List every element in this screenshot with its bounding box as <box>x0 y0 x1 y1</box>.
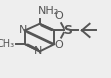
Text: N: N <box>19 25 28 35</box>
Text: N: N <box>34 46 42 56</box>
Text: O: O <box>54 11 63 21</box>
Text: NH₂: NH₂ <box>38 6 59 16</box>
Text: O: O <box>54 40 63 50</box>
Text: CH₃: CH₃ <box>0 39 15 49</box>
Text: S: S <box>63 24 72 37</box>
